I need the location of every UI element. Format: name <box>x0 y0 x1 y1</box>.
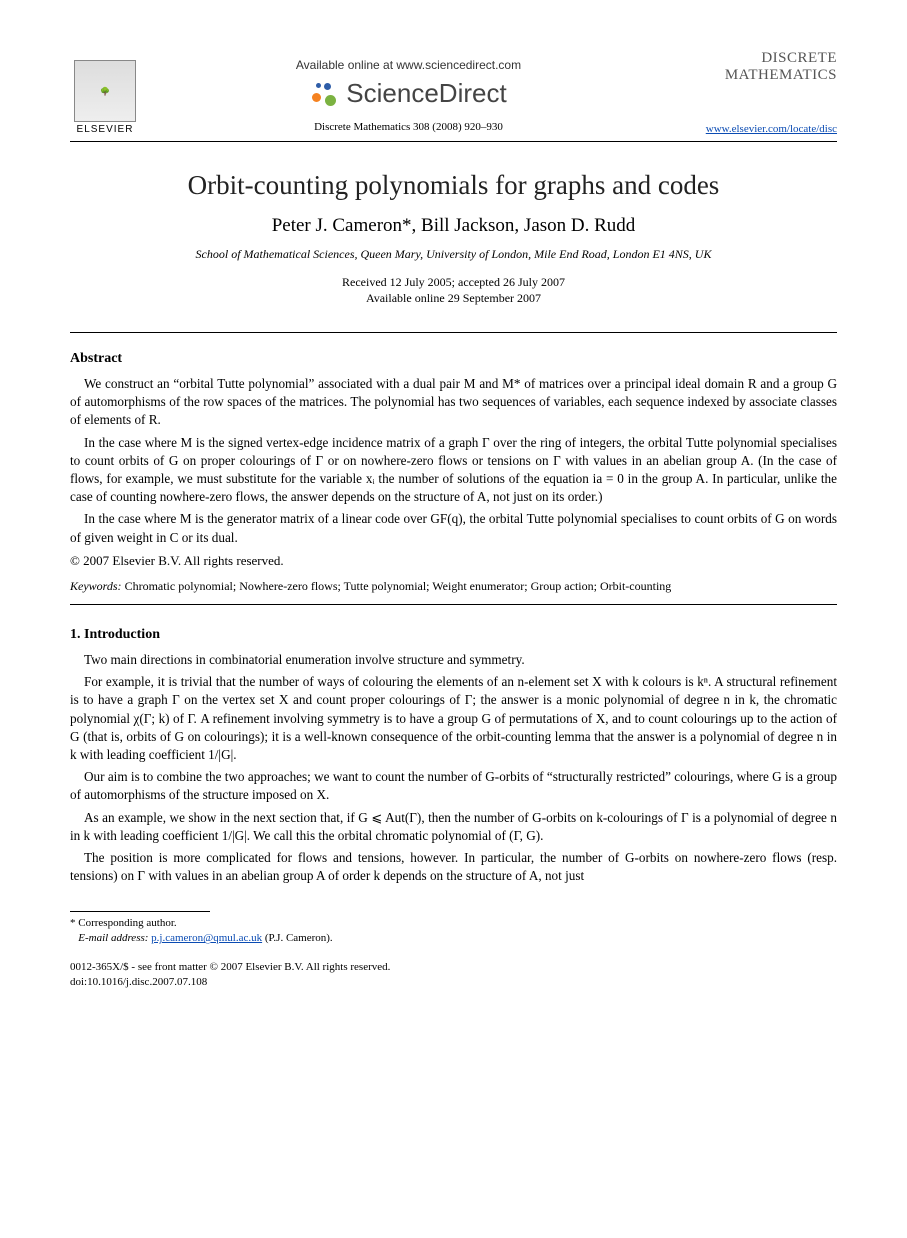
keywords-text: Chromatic polynomial; Nowhere-zero flows… <box>122 579 672 593</box>
journal-name-line1: DISCRETE <box>761 50 837 66</box>
affiliation: School of Mathematical Sciences, Queen M… <box>70 247 837 262</box>
page-footer: 0012-365X/$ - see front matter © 2007 El… <box>70 960 837 990</box>
footer-doi: doi:10.1016/j.disc.2007.07.108 <box>70 975 837 990</box>
intro-p4: As an example, we show in the next secti… <box>70 809 837 845</box>
introduction-section: 1. Introduction Two main directions in c… <box>70 627 837 886</box>
intro-heading: 1. Introduction <box>70 627 837 643</box>
intro-p5: The position is more complicated for flo… <box>70 849 837 885</box>
email-label: E-mail address: <box>78 932 148 944</box>
footnote-block: * Corresponding author. E-mail address: … <box>70 916 837 946</box>
elsevier-logo: 🌳 ELSEVIER <box>70 50 140 135</box>
authors-line: Peter J. Cameron*, Bill Jackson, Jason D… <box>70 215 837 237</box>
email-line: E-mail address: p.j.cameron@qmul.ac.uk (… <box>70 931 837 946</box>
abstract-top-rule <box>70 332 837 333</box>
paper-page: 🌳 ELSEVIER Available online at www.scien… <box>0 0 907 1030</box>
available-online-date: Available online 29 September 2007 <box>366 291 541 305</box>
intro-p1: Two main directions in combinatorial enu… <box>70 651 837 669</box>
elsevier-tree-icon: 🌳 <box>74 60 136 122</box>
header-row: 🌳 ELSEVIER Available online at www.scien… <box>70 50 837 137</box>
author-email-link[interactable]: p.j.cameron@qmul.ac.uk <box>151 932 262 944</box>
abstract-copyright: © 2007 Elsevier B.V. All rights reserved… <box>70 553 837 569</box>
corresponding-author: * Corresponding author. <box>70 916 837 931</box>
available-online-text: Available online at www.sciencedirect.co… <box>140 58 677 72</box>
abstract-bottom-rule <box>70 604 837 605</box>
intro-p3: Our aim is to combine the two approaches… <box>70 768 837 804</box>
publisher-name: ELSEVIER <box>77 124 134 135</box>
keywords-label: Keywords: <box>70 579 122 593</box>
journal-box: DISCRETE MATHEMATICS www.elsevier.com/lo… <box>677 50 837 137</box>
email-person: (P.J. Cameron). <box>262 932 333 944</box>
journal-url-link[interactable]: www.elsevier.com/locate/disc <box>706 123 837 135</box>
journal-name: DISCRETE MATHEMATICS <box>677 50 837 85</box>
abstract-p3: In the case where M is the generator mat… <box>70 510 837 546</box>
sciencedirect-logo: ScienceDirect <box>140 78 677 109</box>
center-header: Available online at www.sciencedirect.co… <box>140 50 677 133</box>
footnote-rule <box>70 911 210 912</box>
abstract-p1: We construct an “orbital Tutte polynomia… <box>70 375 837 430</box>
sciencedirect-icon <box>310 79 340 109</box>
citation-line: Discrete Mathematics 308 (2008) 920–930 <box>140 121 677 133</box>
abstract-heading: Abstract <box>70 351 837 367</box>
header-rule <box>70 141 837 142</box>
abstract-p2: In the case where M is the signed vertex… <box>70 434 837 507</box>
journal-name-line2: MATHEMATICS <box>725 67 837 83</box>
intro-p2: For example, it is trivial that the numb… <box>70 673 837 764</box>
keywords-line: Keywords: Chromatic polynomial; Nowhere-… <box>70 579 837 594</box>
footer-copyright: 0012-365X/$ - see front matter © 2007 El… <box>70 960 837 975</box>
received-accepted: Received 12 July 2005; accepted 26 July … <box>342 275 565 289</box>
sciencedirect-text: ScienceDirect <box>346 78 506 109</box>
abstract-section: Abstract We construct an “orbital Tutte … <box>70 351 837 594</box>
date-block: Received 12 July 2005; accepted 26 July … <box>70 274 837 306</box>
paper-title: Orbit-counting polynomials for graphs an… <box>70 170 837 201</box>
